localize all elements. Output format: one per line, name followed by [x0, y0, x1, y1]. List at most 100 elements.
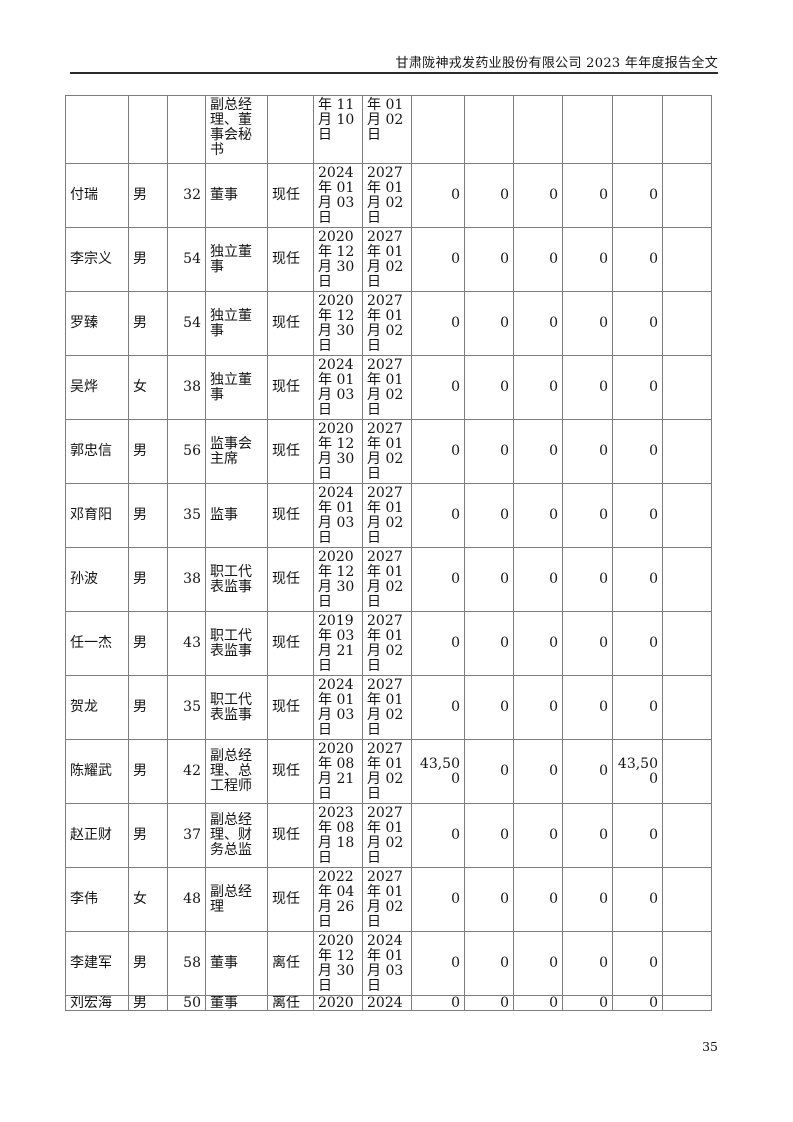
table-cell: 0 — [464, 931, 514, 996]
table-cell: 2020 年 12 月 30 日 — [313, 931, 363, 996]
table-cell: 离任 — [267, 931, 314, 996]
table-cell — [267, 95, 314, 164]
table-cell: 0 — [513, 867, 563, 932]
table-cell: 0 — [411, 419, 465, 484]
table-cell: 2027 年 01 月 02 日 — [362, 739, 412, 804]
table-cell: 0 — [612, 995, 663, 1011]
page-number: 35 — [702, 1039, 718, 1054]
table-cell: 0 — [562, 483, 613, 548]
table-cell: 0 — [612, 419, 663, 484]
table-cell: 0 — [562, 355, 613, 420]
table-cell: 0 — [411, 867, 465, 932]
table-cell: 2027 年 01 月 02 日 — [362, 227, 412, 292]
table-cell: 32 — [167, 163, 206, 228]
table-cell: 0 — [464, 995, 514, 1011]
table-cell: 0 — [513, 739, 563, 804]
table-cell: 0 — [513, 803, 563, 868]
table-cell — [562, 95, 613, 164]
table-cell: 43,500 — [612, 739, 663, 804]
table-cell: 2024 年 01 月 03 日 — [362, 931, 412, 996]
table-cell: 0 — [612, 227, 663, 292]
table-row: 罗臻男 54 独立董事 现任 2020 年 12 月 30 日 2027 年 01 月 0… — [65, 291, 712, 356]
table-cell: 2027 年 01 月 02 日 — [362, 675, 412, 740]
table-cell: 0 — [411, 547, 465, 612]
table-cell — [662, 355, 712, 420]
table-cell: 2027 年 01 月 02 日 — [362, 291, 412, 356]
table-cell: 2022 年 04 月 26 日 — [313, 867, 363, 932]
table-cell: 0 — [513, 611, 563, 676]
table-cell — [411, 95, 465, 164]
table-row: 李建军男 58 董事 离任 2020 年 12 月 30 日 2024 年 01 月 03… — [65, 931, 712, 996]
table-cell: 0 — [464, 867, 514, 932]
table-cell: 0 — [411, 355, 465, 420]
table-cell: 董事 — [205, 995, 268, 1011]
table-cell: 2023 年 08 月 18 日 — [313, 803, 363, 868]
table-cell: 0 — [411, 931, 465, 996]
table-cell: 2027 年 01 月 02 日 — [362, 355, 412, 420]
table-row: 孙波男 38 职工代表监事 现任 2020 年 12 月 30 日 2027 年 01 月… — [65, 547, 712, 612]
table-cell: 现任 — [267, 867, 314, 932]
table-cell: 0 — [513, 291, 563, 356]
table-cell: 0 — [464, 227, 514, 292]
table-cell: 0 — [513, 931, 563, 996]
table-cell: 2020 年 12 月 30 日 — [313, 227, 363, 292]
table-cell: 0 — [562, 931, 613, 996]
table-cell: 年 01 月 02 日 — [362, 95, 412, 164]
table-cell: 现任 — [267, 803, 314, 868]
table-cell: 0 — [513, 675, 563, 740]
table-row: 贺龙男 35 职工代表监事 现任 2024 年 01 月 03 日 2027 年 01 月… — [65, 675, 712, 740]
table-cell: 0 — [612, 483, 663, 548]
table-cell: 男 — [128, 995, 168, 1011]
table-row: 邓育阳男 35 监事 现任 2024 年 01 月 03 日 2027 年 01 月 02… — [65, 483, 712, 548]
table-cell: 现任 — [267, 227, 314, 292]
table-cell: 0 — [411, 227, 465, 292]
table-cell: 2020 — [313, 995, 363, 1011]
table-cell: 现任 — [267, 483, 314, 548]
table-cell: 女 — [128, 355, 168, 420]
table-cell: 2027 年 01 月 02 日 — [362, 867, 412, 932]
table-cell: 0 — [464, 163, 514, 228]
table-cell: 现任 — [267, 611, 314, 676]
table-cell: 2020 年 12 月 30 日 — [313, 547, 363, 612]
table-cell: 现任 — [267, 675, 314, 740]
table-cell: 0 — [411, 483, 465, 548]
table-cell: 56 — [167, 419, 206, 484]
table-cell: 0 — [562, 419, 613, 484]
table-cell: 54 — [167, 227, 206, 292]
table-cell: 2027 年 01 月 02 日 — [362, 547, 412, 612]
table-cell: 54 — [167, 291, 206, 356]
table-cell: 副总经理、董事会秘书 — [205, 95, 268, 164]
table-cell: 38 — [167, 355, 206, 420]
table-cell — [662, 95, 712, 164]
table-cell: 0 — [513, 483, 563, 548]
table-cell: 0 — [464, 483, 514, 548]
table-cell: 0 — [562, 227, 613, 292]
table-body: 副总经理、董事会秘书年 11 月 10 日年 01 月 02 日付瑞男 32 董事现… — [65, 95, 712, 1011]
table-row: 副总经理、董事会秘书年 11 月 10 日年 01 月 02 日 — [65, 95, 712, 164]
table-cell: 0 — [411, 995, 465, 1011]
table-cell: 男 — [128, 163, 168, 228]
table-cell: 2024 年 01 月 03 日 — [313, 675, 363, 740]
table-cell: 独立董事 — [205, 227, 268, 292]
table-row: 吴烨女 38 独立董事 现任 2024 年 01 月 03 日 2027 年 01 月 0… — [65, 355, 712, 420]
table-cell — [464, 95, 514, 164]
table-cell: 2024 年 01 月 03 日 — [313, 483, 363, 548]
table-cell: 邓育阳 — [65, 483, 129, 548]
table-cell: 0 — [612, 355, 663, 420]
table-cell: 吴烨 — [65, 355, 129, 420]
table-cell: 2027 年 01 月 02 日 — [362, 803, 412, 868]
table-cell: 0 — [562, 803, 613, 868]
table-cell: 男 — [128, 803, 168, 868]
table-cell: 男 — [128, 675, 168, 740]
table-cell: 0 — [612, 867, 663, 932]
table-cell: 0 — [562, 291, 613, 356]
table-cell: 0 — [612, 163, 663, 228]
table-cell — [662, 675, 712, 740]
table-cell: 38 — [167, 547, 206, 612]
table-cell: 男 — [128, 227, 168, 292]
table-cell: 年 11 月 10 日 — [313, 95, 363, 164]
table-cell: 女 — [128, 867, 168, 932]
table-row: 郭忠信男 56 监事会主席 现任 2020 年 12 月 30 日 2027 年 01 月… — [65, 419, 712, 484]
table-cell: 0 — [513, 227, 563, 292]
table-cell: 48 — [167, 867, 206, 932]
